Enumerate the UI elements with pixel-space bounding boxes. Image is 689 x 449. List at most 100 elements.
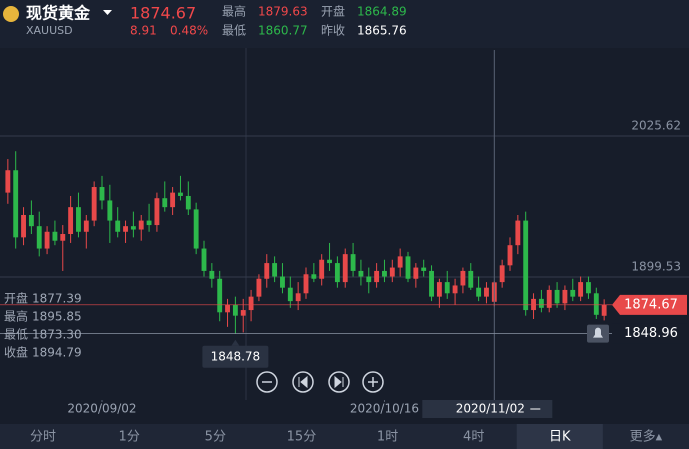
- candle-body: [554, 289, 560, 304]
- candle-body: [162, 198, 168, 208]
- candle-body: [515, 220, 521, 246]
- dropdown-arrow[interactable]: [103, 10, 112, 15]
- candle-body: [13, 170, 19, 238]
- alert-label: 1848.96: [624, 326, 678, 341]
- candle-body: [593, 293, 599, 315]
- candle-body: [374, 270, 380, 283]
- candle-body: [311, 274, 317, 279]
- scroll-start[interactable]: [292, 371, 314, 393]
- candle-body: [5, 170, 11, 193]
- ohlc-label: 开盘: [4, 291, 28, 306]
- timeframe-tab[interactable]: 4时: [463, 430, 484, 445]
- candle-body: [484, 287, 489, 297]
- timeframe-tab[interactable]: 日K: [549, 430, 571, 445]
- candle-body: [444, 282, 450, 294]
- stat-value: 1879.63: [258, 5, 308, 19]
- timeframe-tab[interactable]: 1分: [119, 430, 140, 445]
- candle-body: [115, 220, 121, 232]
- candle-body: [405, 256, 411, 279]
- candle-body: [366, 276, 372, 283]
- candle-body: [130, 226, 136, 230]
- candle-body: [468, 270, 474, 288]
- candle-body: [586, 282, 591, 294]
- candle-body: [578, 282, 584, 297]
- candle-body: [319, 259, 325, 279]
- timeframe-tab[interactable]: 分时: [30, 430, 56, 445]
- ohlc-value: 1877.39: [32, 292, 82, 306]
- icon: [334, 375, 344, 389]
- zoom-in[interactable]: [362, 371, 384, 393]
- icon: [298, 375, 308, 389]
- candle-body: [280, 276, 285, 288]
- candle-body: [44, 231, 50, 249]
- candle-body: [123, 226, 128, 232]
- scroll-end[interactable]: [328, 371, 350, 393]
- timeframe-tab[interactable]: 15分: [287, 430, 317, 445]
- candle-body: [178, 192, 183, 196]
- candle-body: [460, 270, 466, 286]
- tab-active-bg: [516, 424, 603, 449]
- ohlc-label: 最低: [4, 328, 28, 342]
- candle-body: [342, 254, 348, 283]
- stat-value: 1860.77: [258, 24, 308, 38]
- candle-body: [225, 304, 230, 313]
- candle-body: [185, 195, 191, 210]
- ohlc-label: 收盘: [4, 345, 28, 360]
- candle-body: [436, 282, 442, 297]
- candle-body: [256, 278, 262, 297]
- last-price-tag: [612, 294, 687, 315]
- candle-body: [240, 310, 246, 316]
- candle-body: [107, 200, 113, 221]
- ohlc-value: 1894.79: [32, 346, 82, 360]
- candle-body: [170, 192, 176, 208]
- stat-value: 1864.89: [357, 5, 407, 19]
- candle-body: [452, 285, 458, 294]
- stat-label: 昨收: [321, 24, 345, 38]
- candle-body: [499, 265, 505, 283]
- candle-body: [562, 289, 568, 304]
- candle-body: [327, 259, 332, 264]
- candle-body: [531, 298, 536, 311]
- candle-body: [52, 231, 58, 241]
- candle-body: [476, 287, 482, 297]
- candle-body: [358, 270, 364, 277]
- x-tick-label: 2020/10/16: [350, 402, 419, 416]
- candle-body: [413, 267, 419, 279]
- ohlc-value: 1873.30: [32, 328, 82, 342]
- candle-body: [201, 248, 207, 271]
- instrument-name[interactable]: 现货黄金: [26, 4, 91, 23]
- low-pointer: [231, 339, 240, 346]
- candle-body: [68, 207, 74, 235]
- stat-label: 最低: [222, 24, 246, 38]
- candle-body: [76, 207, 81, 232]
- candle-body: [389, 267, 395, 277]
- candle-body: [397, 256, 403, 268]
- candle-body: [232, 304, 238, 316]
- change: 8.91: [130, 24, 157, 38]
- timeframe-tab[interactable]: 更多▴: [630, 429, 663, 445]
- x-tick-label: 2020/09/02: [67, 402, 136, 416]
- candle-body: [538, 298, 544, 308]
- candle-body: [601, 304, 607, 316]
- zoom-out[interactable]: [256, 371, 278, 393]
- symbol: XAUUSD: [26, 24, 73, 37]
- stat-value: 1865.76: [357, 24, 407, 38]
- candle-body: [193, 209, 199, 249]
- chart-area: [0, 48, 689, 424]
- change-pct: 0.48%: [170, 24, 208, 38]
- candle-body: [154, 198, 160, 226]
- last-price-label: 1874.67: [624, 297, 678, 312]
- icon: [368, 377, 378, 387]
- zoom-controls: [256, 371, 384, 393]
- low-label: 1848.78: [211, 349, 261, 363]
- candle-body: [272, 263, 278, 277]
- timeframe-tab[interactable]: 1时: [377, 430, 398, 445]
- candle-body: [91, 187, 97, 221]
- timeframe-tab[interactable]: 5分: [205, 430, 226, 445]
- candle-body: [217, 278, 223, 313]
- candle-body: [146, 220, 152, 226]
- candle-body: [382, 270, 387, 277]
- candle-body: [83, 220, 89, 232]
- candle-body: [36, 226, 42, 249]
